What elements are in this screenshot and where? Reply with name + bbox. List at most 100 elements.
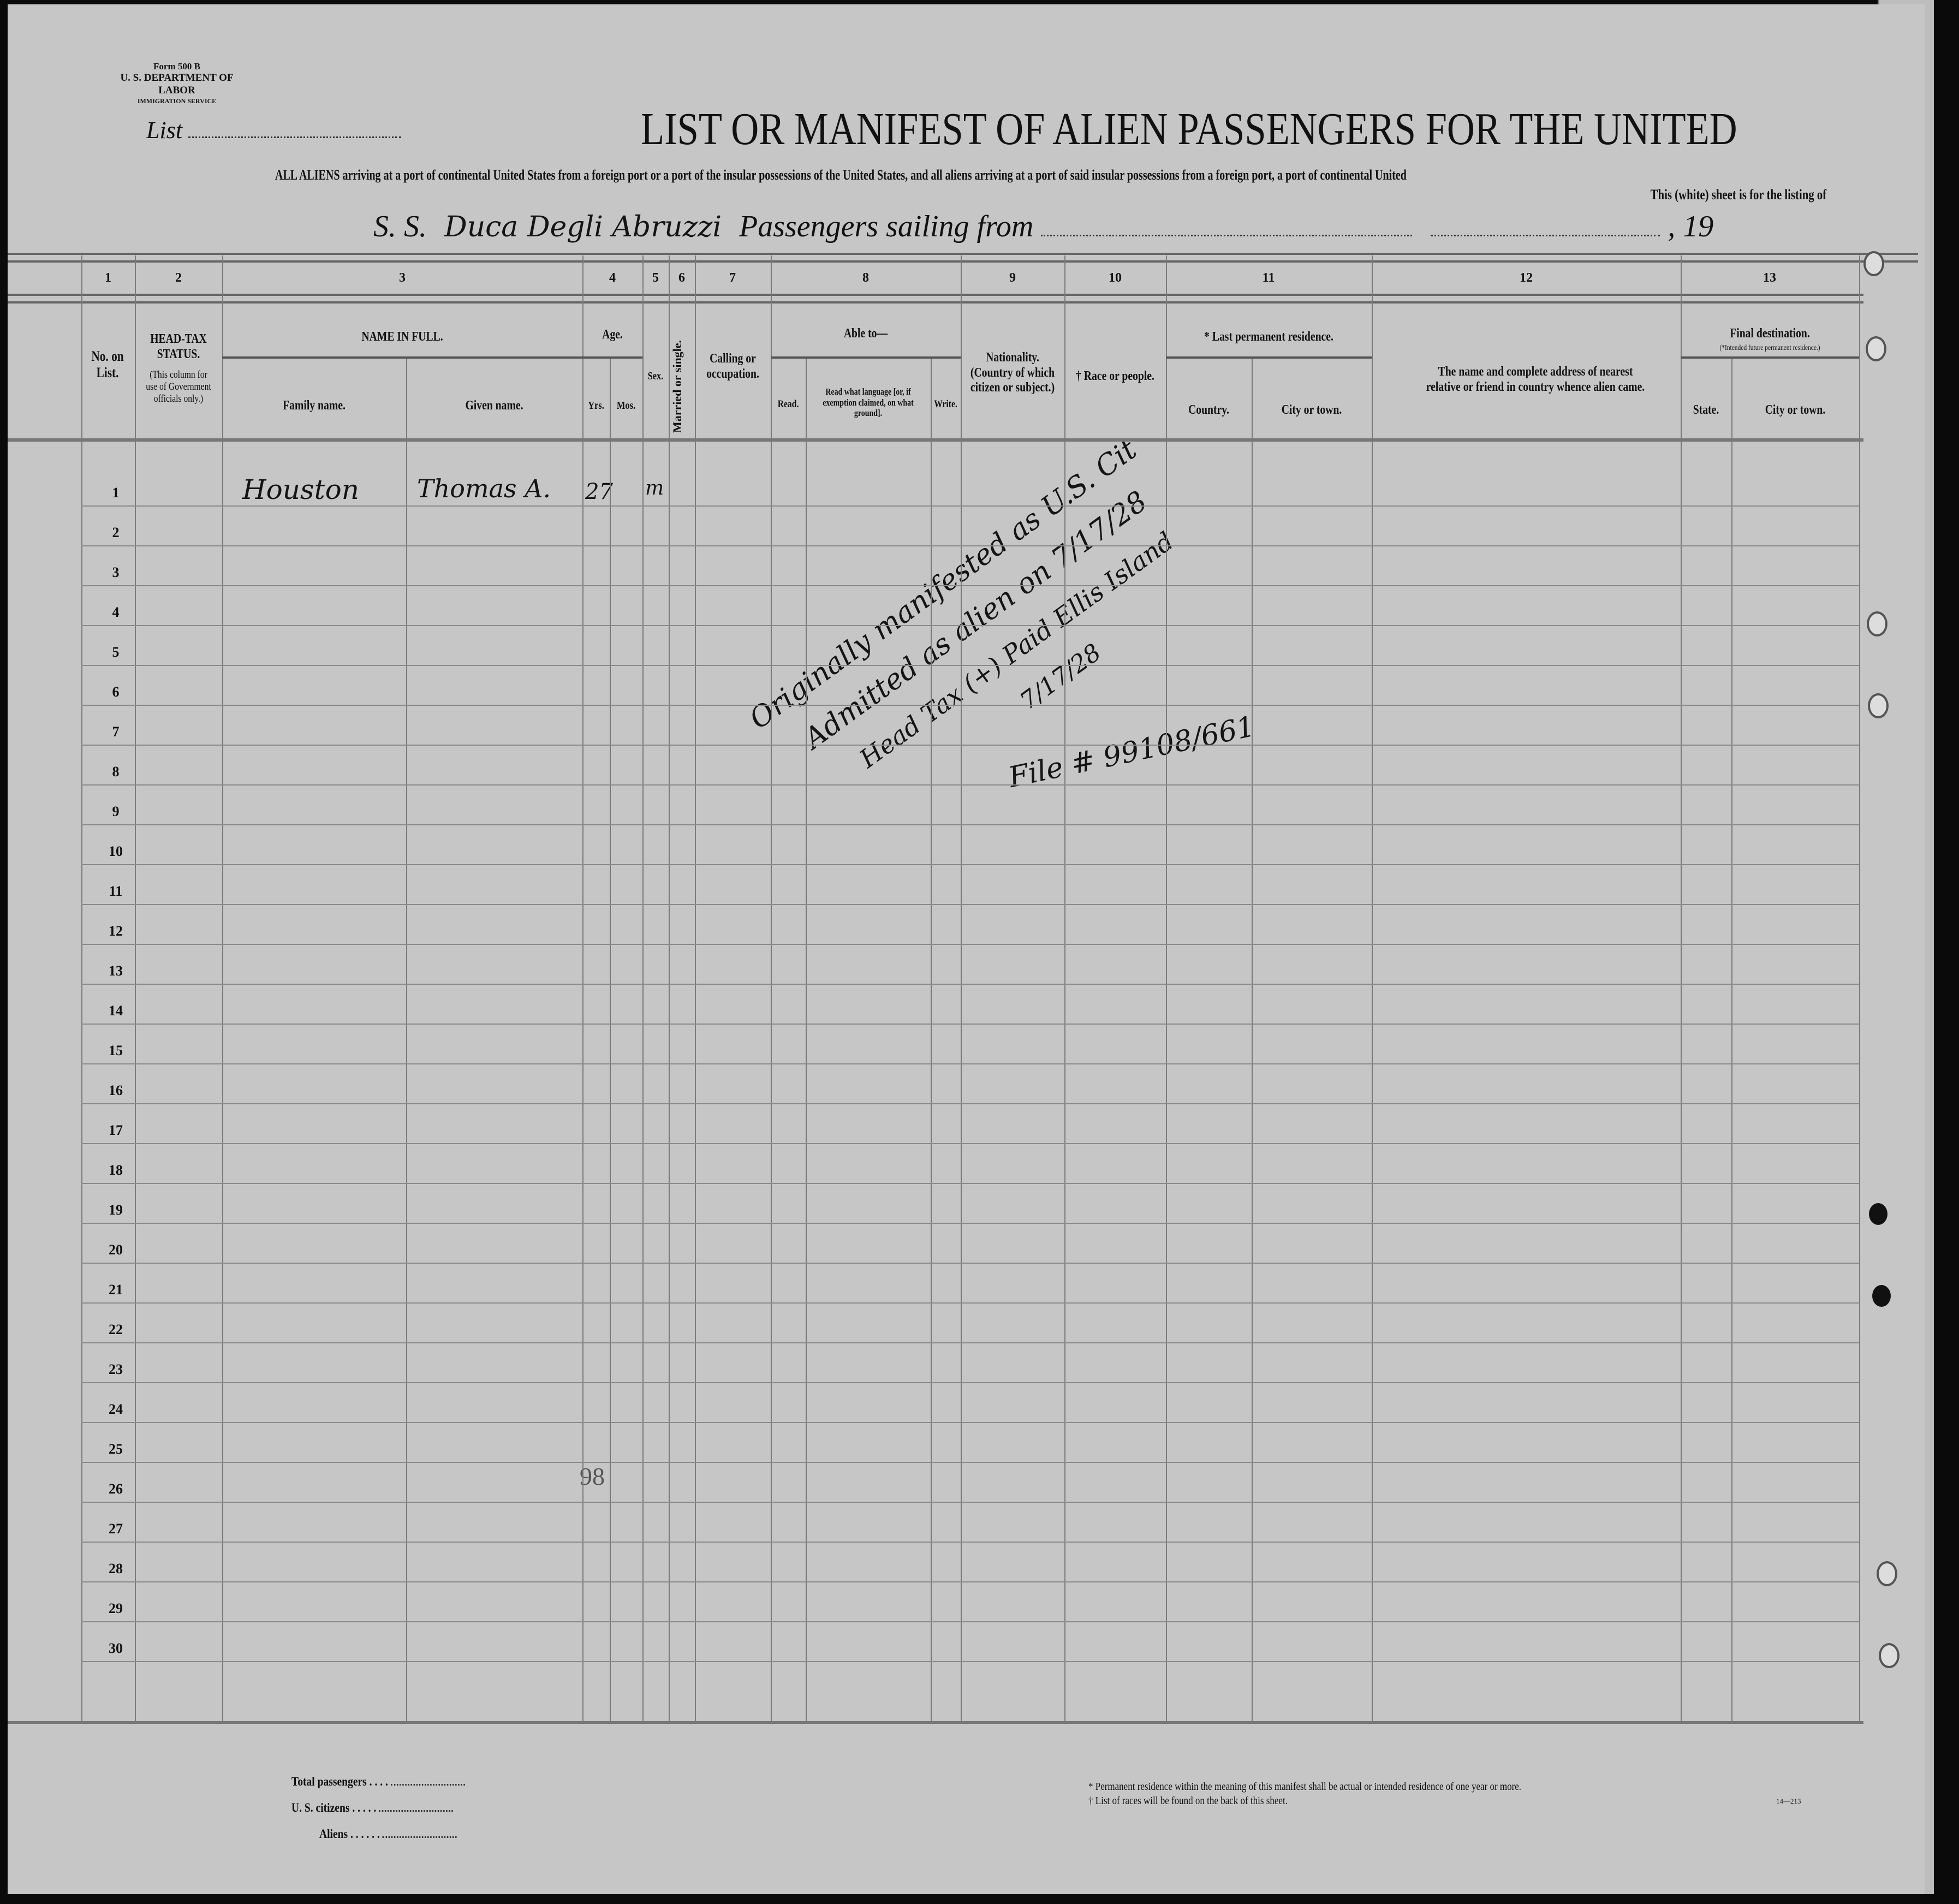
- subtitle-2: This (white) sheet is for the listing of: [1650, 187, 1826, 203]
- row-number: 17: [109, 1122, 123, 1138]
- entry-family-name: Houston: [242, 474, 359, 505]
- row-number: 5: [112, 644, 120, 660]
- column-divider: [135, 255, 136, 1721]
- row-number: 26: [109, 1481, 123, 1497]
- header-family-name: Family name.: [283, 398, 346, 413]
- column-number: 1: [105, 271, 111, 285]
- us-citizens-field: [379, 1810, 454, 1812]
- row-rule: [81, 824, 1859, 825]
- column-number: 10: [1109, 271, 1122, 285]
- header-given-name: Given name.: [465, 398, 523, 413]
- column-number: 4: [609, 271, 616, 285]
- date-field: [1431, 235, 1660, 236]
- row-number: 20: [109, 1242, 123, 1258]
- row-rule: [81, 1103, 1859, 1104]
- binder-hole: [1863, 251, 1884, 276]
- row-number: 1: [112, 485, 120, 501]
- list-number-field: [188, 136, 402, 138]
- row-rule: [81, 705, 1859, 706]
- row-rule: [81, 1063, 1859, 1064]
- column-divider: [1372, 255, 1373, 1721]
- aliens-label: Aliens . . . . . .: [319, 1827, 380, 1841]
- column-divider: [771, 255, 772, 1721]
- row-rule: [81, 1223, 1859, 1224]
- header-rule: [8, 253, 1918, 263]
- column-number: 7: [729, 271, 736, 285]
- row-rule: [81, 1143, 1859, 1144]
- row-rule: [81, 904, 1859, 905]
- column-number: 5: [652, 271, 659, 285]
- footnote-residence: * Permanent residence within the meaning…: [1088, 1781, 1522, 1793]
- column-number: 11: [1262, 271, 1275, 285]
- row-number: 12: [109, 923, 123, 939]
- row-number: 16: [109, 1082, 123, 1098]
- binder-hole: [1867, 611, 1887, 636]
- subcolumn-divider: [406, 356, 407, 1721]
- column-number: 12: [1520, 271, 1533, 285]
- subcolumn-divider: [1252, 356, 1253, 1721]
- subcolumn-divider: [806, 356, 807, 1721]
- row-rule: [81, 784, 1859, 786]
- row-number: 25: [109, 1441, 123, 1457]
- column-number: 3: [399, 271, 406, 285]
- header-race: † Race or people.: [1076, 369, 1154, 383]
- row-number: 4: [112, 604, 120, 620]
- binder-hole: [1869, 1203, 1887, 1225]
- row-number: 2: [112, 525, 120, 540]
- column-divider: [695, 255, 696, 1721]
- total-passengers-label: Total passengers . . . .: [291, 1775, 388, 1788]
- subcolumn-divider: [610, 356, 611, 1721]
- ship-line: S. S. Duca Degli Abruzzi Passengers sail…: [373, 209, 1713, 244]
- header-dest-city: City or town.: [1765, 403, 1826, 417]
- row-rule: [81, 545, 1859, 546]
- row-rule: [81, 1542, 1859, 1543]
- header-sex: Sex.: [647, 370, 664, 382]
- binder-hole: [1877, 1561, 1897, 1586]
- row-rule: [81, 864, 1859, 865]
- header-read-language: Read what language [or, if exemption cla…: [823, 386, 914, 419]
- header-nationality: Nationality. (Country of which citizen o…: [970, 350, 1055, 395]
- header-group-rule: [1166, 356, 1372, 359]
- header-final-destination: Final destination.: [1730, 326, 1810, 341]
- table-bottom-rule: [8, 1721, 1863, 1724]
- aliens-field: [382, 1836, 457, 1838]
- row-rule: [81, 1382, 1859, 1383]
- column-divider: [222, 255, 223, 1721]
- row-number: 8: [112, 764, 120, 780]
- column-divider: [1681, 255, 1682, 1721]
- header-mos: Mos.: [616, 400, 636, 412]
- page-title: LIST OR MANIFEST OF ALIEN PASSENGERS FOR…: [641, 104, 1737, 154]
- header-yrs: Yrs.: [588, 400, 604, 412]
- header-country: Country.: [1188, 403, 1229, 417]
- binder-hole: [1872, 1285, 1891, 1307]
- form-header: Form 500 B U. S. DEPARTMENT OF LABOR IMM…: [106, 61, 248, 105]
- row-number: 21: [109, 1282, 123, 1298]
- header-name-in-full: NAME IN FULL.: [361, 330, 443, 344]
- entry-sex: m: [645, 477, 664, 499]
- annotation-file-number: File # 99108/661: [1005, 710, 1258, 795]
- list-label: List: [146, 117, 183, 144]
- footer-notes: * Permanent residence within the meaning…: [1088, 1780, 1521, 1808]
- year-label: , 19: [1668, 210, 1714, 243]
- header-calling: Calling or occupation.: [706, 352, 759, 381]
- binder-hole: [1866, 336, 1886, 361]
- row-rule: [81, 745, 1859, 746]
- row-rule: [81, 1342, 1859, 1343]
- row-rule: [81, 1462, 1859, 1463]
- column-divider: [669, 255, 670, 1721]
- row-number: 7: [112, 724, 120, 740]
- column-number: 13: [1763, 271, 1776, 285]
- header-no-on-list: No. on List.: [91, 348, 124, 380]
- column-divider: [81, 255, 82, 1721]
- header-able-to: Able to—: [843, 326, 888, 341]
- column-number: 9: [1009, 271, 1016, 285]
- column-divider: [1859, 255, 1860, 1721]
- header-last-residence: * Last permanent residence.: [1204, 330, 1333, 344]
- row-number: 24: [109, 1401, 123, 1417]
- row-rule: [81, 1502, 1859, 1503]
- row-rule: [81, 1581, 1859, 1582]
- ship-name: Duca Degli Abruzzi: [444, 211, 722, 243]
- row-number: 29: [109, 1600, 123, 1616]
- row-rule: [81, 1422, 1859, 1423]
- service: IMMIGRATION SERVICE: [137, 97, 217, 105]
